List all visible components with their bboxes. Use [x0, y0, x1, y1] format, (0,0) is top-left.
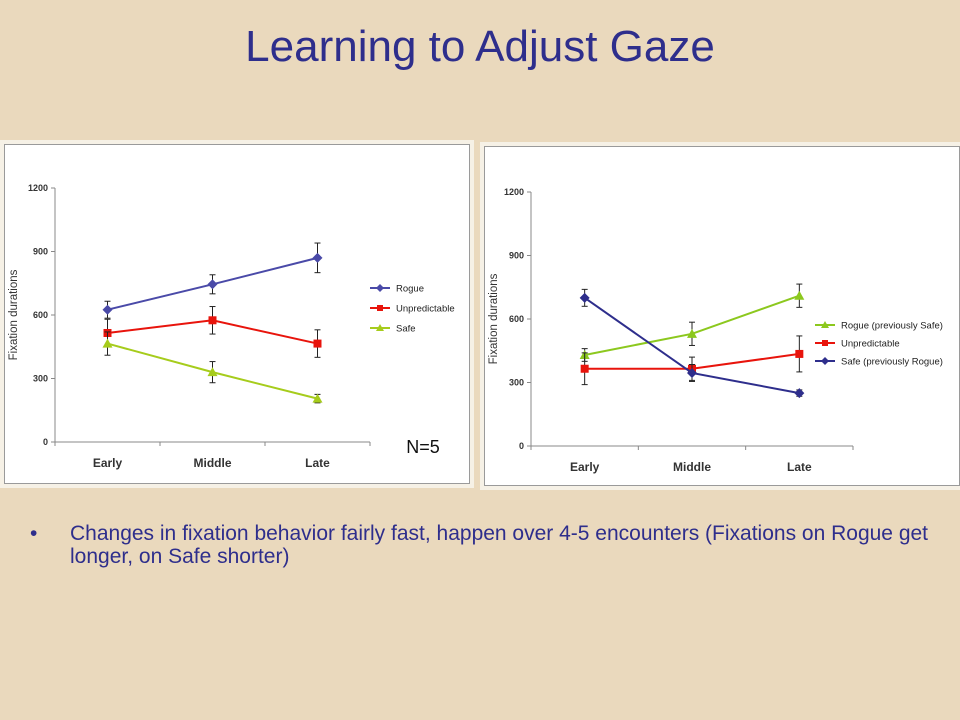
legend-label: Rogue: [396, 284, 424, 295]
line-chart-left: 0 300 600 900 1200 Early Middle Late Fixation du…: [8, 183, 455, 470]
data-point: [580, 364, 589, 373]
y-tick-label: 300: [509, 378, 524, 388]
data-point: [208, 316, 217, 325]
legend-marker: [377, 305, 383, 311]
legend-label: Unpredictable: [396, 304, 455, 315]
y-tick-label: 600: [33, 310, 48, 320]
x-tick-label: Late: [305, 456, 330, 470]
y-tick-label: 900: [33, 247, 48, 257]
legend-marker: [821, 357, 829, 365]
data-point: [579, 292, 590, 303]
y-tick-label: 600: [509, 314, 524, 324]
y-axis-label: Fixation durations: [488, 273, 500, 364]
data-point: [312, 393, 323, 403]
data-point: [102, 304, 113, 315]
sample-size-annotation: N=5: [406, 437, 440, 457]
legend-label: Safe (previously Rogue): [841, 357, 943, 368]
data-point: [794, 290, 805, 300]
legend-marker: [822, 340, 828, 346]
data-point: [312, 252, 323, 263]
data-point: [313, 339, 322, 348]
chart-panel-right: 0 300 600 900 1200 Early Middle Late Fixation du…: [484, 146, 960, 486]
x-tick-label: Middle: [673, 460, 711, 474]
legend-label: Safe: [396, 324, 416, 335]
data-point: [687, 328, 697, 338]
y-tick-label: 300: [33, 374, 48, 384]
data-point: [207, 367, 218, 377]
legend-label: Rogue (previously Safe): [841, 321, 943, 332]
y-tick-label: 0: [519, 441, 524, 451]
chart-panel-left: 0 300 600 900 1200 Early Middle Late Fixation du…: [4, 144, 470, 484]
legend-marker: [376, 284, 384, 292]
x-tick-label: Early: [570, 460, 600, 474]
legend-label: Unpredictable: [841, 339, 900, 350]
data-point: [207, 279, 218, 290]
y-tick-label: 1200: [28, 183, 48, 193]
data-point: [795, 349, 804, 358]
y-tick-label: 900: [509, 251, 524, 261]
data-point: [794, 388, 805, 399]
line-chart-right: 0 300 600 900 1200 Early Middle Late Fixation du…: [488, 187, 943, 474]
y-axis-label: Fixation durations: [8, 269, 20, 360]
bullet-item: • Changes in fixation behavior fairly fa…: [30, 522, 930, 568]
legend-marker: [821, 321, 829, 328]
x-tick-label: Late: [787, 460, 812, 474]
data-point: [102, 338, 113, 348]
y-tick-label: 0: [43, 437, 48, 447]
bullet-text: Changes in fixation behavior fairly fast…: [70, 522, 929, 568]
bullet-list: • Changes in fixation behavior fairly fa…: [30, 522, 930, 568]
x-tick-label: Early: [93, 456, 123, 470]
slide-title: Learning to Adjust Gaze: [245, 22, 715, 71]
bullet-dot: •: [30, 522, 38, 545]
x-tick-label: Middle: [194, 456, 232, 470]
legend-marker: [376, 324, 384, 331]
data-point: [687, 367, 697, 378]
y-tick-label: 1200: [504, 187, 524, 197]
